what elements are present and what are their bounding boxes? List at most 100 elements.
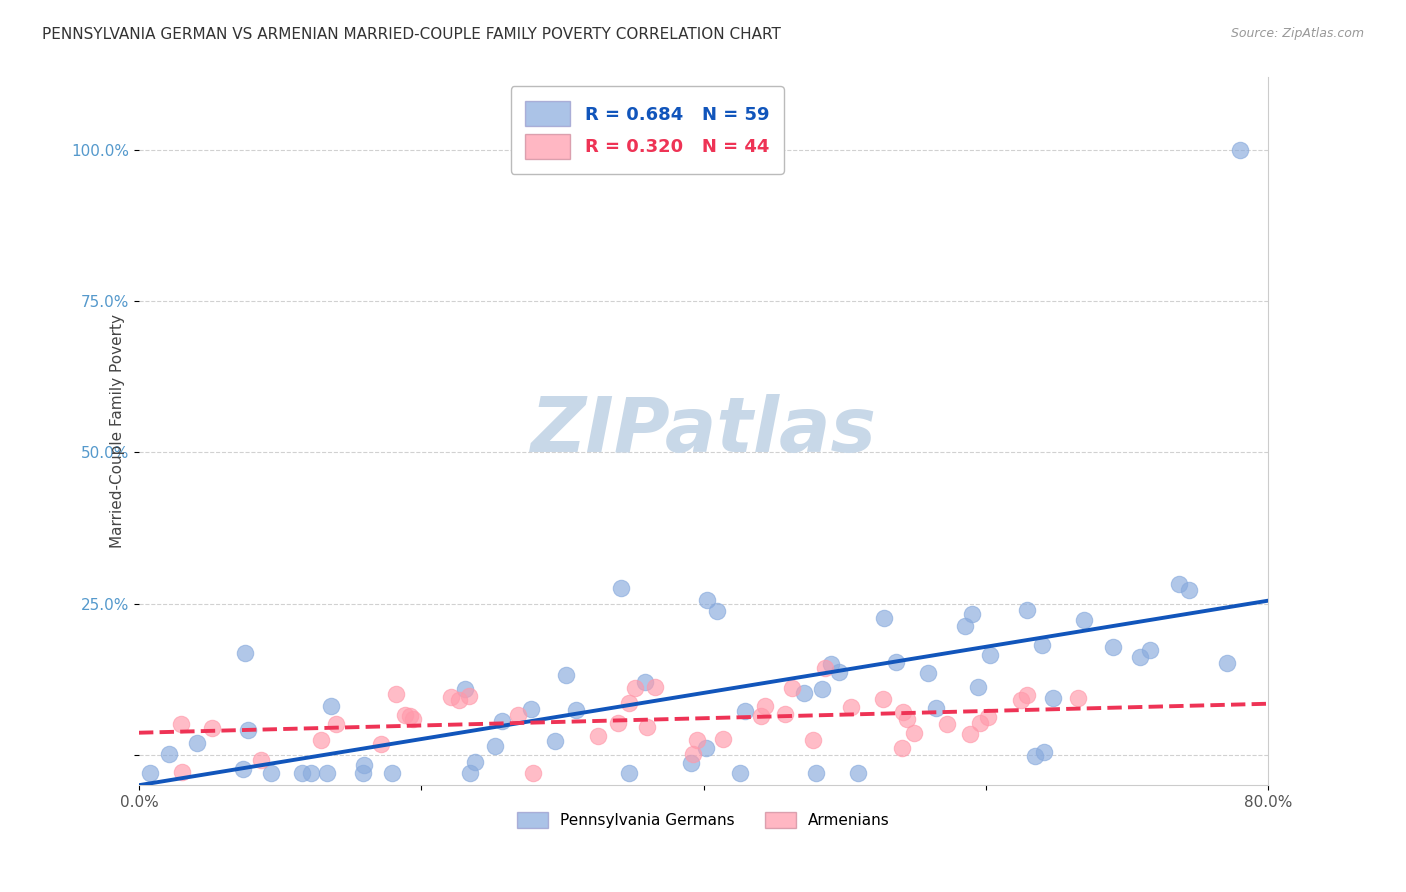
Point: [139, 766, 162, 780]
Point: [249, 753, 271, 767]
Point: [619, 766, 641, 780]
Point: [522, 766, 544, 780]
Legend: Pennsylvania Germans, Armenians: Pennsylvania Germans, Armenians: [512, 805, 896, 834]
Point: [1042, 691, 1064, 706]
Point: [398, 708, 420, 723]
Point: [520, 702, 543, 716]
Point: [634, 675, 657, 690]
Point: [828, 665, 851, 680]
Point: [891, 705, 914, 719]
Point: [447, 693, 470, 707]
Point: [1215, 657, 1237, 671]
Point: [170, 764, 193, 779]
Point: [464, 755, 486, 769]
Point: [1178, 583, 1201, 598]
Point: [201, 721, 224, 735]
Point: [711, 731, 734, 746]
Point: [793, 686, 815, 700]
Point: [734, 704, 756, 718]
Point: [955, 619, 977, 633]
Point: [506, 707, 529, 722]
Point: [884, 655, 907, 669]
Point: [311, 732, 333, 747]
Point: [1168, 577, 1191, 591]
Point: [617, 696, 640, 710]
Point: [754, 699, 776, 714]
Text: ZIPatlas: ZIPatlas: [530, 394, 877, 468]
Point: [820, 657, 842, 672]
Point: [233, 646, 256, 660]
Point: [773, 707, 796, 722]
Point: [979, 648, 1001, 662]
Point: [1031, 638, 1053, 652]
Point: [706, 604, 728, 618]
Point: [454, 681, 477, 696]
Point: [370, 737, 392, 751]
Point: [728, 766, 751, 780]
Point: [806, 766, 828, 780]
Point: [969, 715, 991, 730]
Point: [1033, 745, 1056, 759]
Point: [1102, 640, 1125, 655]
Point: [814, 661, 837, 675]
Point: [299, 766, 322, 780]
Point: [935, 717, 957, 731]
Point: [839, 700, 862, 714]
Point: [319, 698, 342, 713]
Point: [917, 665, 939, 680]
Point: [402, 712, 425, 726]
Point: [686, 733, 709, 747]
Point: [1229, 143, 1251, 157]
Point: [896, 712, 918, 726]
Text: Source: ZipAtlas.com: Source: ZipAtlas.com: [1230, 27, 1364, 40]
Point: [1015, 689, 1038, 703]
Point: [846, 766, 869, 780]
Y-axis label: Married-Couple Family Poverty: Married-Couple Family Poverty: [110, 314, 125, 549]
Point: [959, 727, 981, 741]
Point: [186, 736, 208, 750]
Point: [1015, 603, 1038, 617]
Point: [491, 714, 513, 729]
Point: [458, 766, 481, 780]
Point: [325, 717, 347, 731]
Point: [636, 720, 658, 734]
Point: [801, 732, 824, 747]
Point: [960, 607, 983, 621]
Point: [290, 766, 312, 780]
Point: [1010, 693, 1032, 707]
Point: [976, 710, 998, 724]
Point: [232, 762, 254, 776]
Point: [610, 582, 633, 596]
Point: [381, 766, 404, 780]
Point: [260, 766, 283, 780]
Point: [811, 682, 834, 697]
Point: [315, 766, 337, 780]
Point: [749, 708, 772, 723]
Point: [157, 747, 180, 762]
Point: [682, 747, 704, 762]
Point: [555, 668, 578, 682]
Point: [458, 690, 481, 704]
Point: [903, 726, 925, 740]
Point: [695, 740, 717, 755]
Point: [696, 593, 718, 607]
Point: [872, 611, 894, 625]
Point: [1073, 613, 1095, 627]
Point: [543, 734, 565, 748]
Point: [780, 681, 803, 695]
Point: [1139, 642, 1161, 657]
Point: [872, 691, 894, 706]
Point: [623, 681, 645, 696]
Point: [1024, 748, 1046, 763]
Point: [238, 723, 260, 738]
Point: [394, 707, 416, 722]
Point: [440, 690, 463, 704]
Point: [564, 703, 586, 717]
Point: [484, 739, 506, 753]
Point: [1129, 649, 1152, 664]
Point: [925, 701, 948, 715]
Point: [385, 687, 408, 701]
Point: [890, 741, 912, 756]
Point: [352, 766, 374, 780]
Point: [170, 717, 193, 731]
